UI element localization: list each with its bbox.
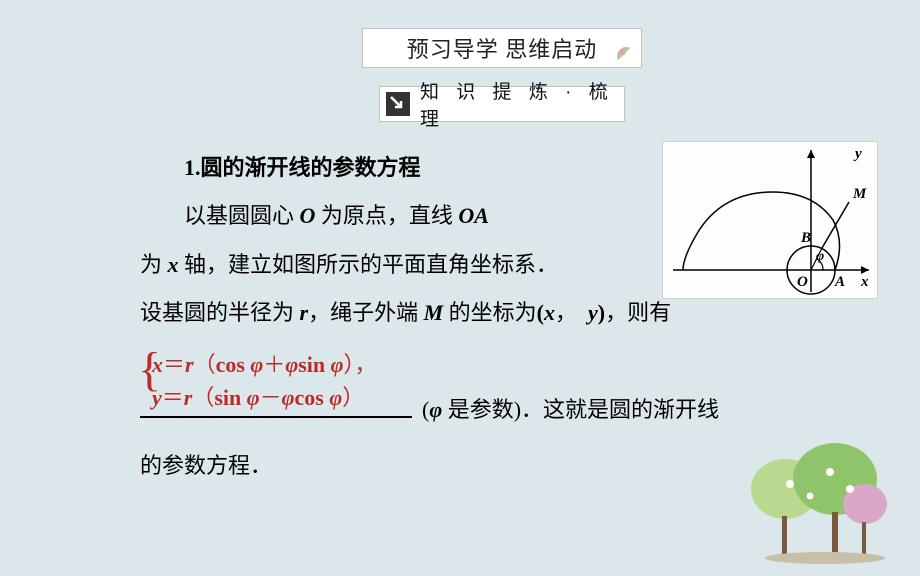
axis-y-label: y [853,146,862,162]
t: ， [355,352,377,377]
heading-text: 圆的渐开线的参数方程 [201,155,421,180]
t: － [260,385,282,410]
t: ＝ [162,385,184,410]
v: φ [247,385,260,410]
t: ， [555,300,577,325]
t: sin [298,352,330,377]
v: φ [250,352,263,377]
axis-x-label: x [860,274,869,290]
t: ＋ [263,352,285,377]
equation-block: { x＝r（cos φ＋φsin φ）， y＝r（sin φ－φcos φ） [152,348,377,414]
t: 是参数)．这就是圆的渐开线 [442,397,719,422]
t: 以基圆圆心 [184,203,300,228]
v: φ [282,385,295,410]
brace-icon: { [138,346,161,394]
v: φ [429,397,442,422]
var-O: O [300,203,316,228]
point-M-label: M [852,186,867,202]
t: 设基圆的半径为 [140,300,300,325]
equation-1: x＝r（cos φ＋φsin φ）， [152,348,377,381]
t: ＝ [163,352,185,377]
t: cos [295,385,330,410]
arrow-icon [386,92,410,116]
banner-knowledge: 知 识 提 炼 · 梳 理 [379,86,625,122]
t: cos [216,352,251,377]
involute-diagram: y x O A B M φ [662,141,878,299]
text-after-equation: (φ 是参数)．这就是圆的渐开线 [422,392,719,424]
t: 为 [140,252,168,277]
blank-underline [140,416,412,418]
var-OA: OA [458,203,489,228]
point-A-label: A [834,274,845,290]
t: （ [192,385,214,410]
t: 轴，建立如图所示的平面直角坐标系． [179,252,559,277]
heading-number: 1. [184,155,201,180]
var-r: r [300,300,309,325]
t: ） [343,352,354,377]
v: φ [285,352,298,377]
t: （ [194,352,216,377]
var-M: M [424,300,444,325]
t: ) [598,300,605,325]
banner-preview: 预习导学 思维启动 [362,28,642,68]
var-y: y [588,300,598,325]
v: φ [329,385,342,410]
t: ） [342,385,364,410]
tree-decoration-icon [740,434,900,564]
t: ( [537,300,544,325]
t: 为原点，直线 [315,203,458,228]
var-x: x [168,252,179,277]
t: sin [214,385,246,410]
banner-knowledge-text: 知 识 提 炼 · 梳 理 [420,77,624,131]
t: ，绳子外端 [308,300,424,325]
v: r [185,352,194,377]
var-x: x [544,300,555,325]
origin-label: O [797,274,808,290]
text-final: 的参数方程． [140,448,272,480]
t: ，则有 [605,300,671,325]
equation-2: y＝r（sin φ－φcos φ） [152,381,377,414]
t: 的坐标为 [443,300,537,325]
v: φ [331,352,344,377]
point-B-label: B [800,230,811,246]
